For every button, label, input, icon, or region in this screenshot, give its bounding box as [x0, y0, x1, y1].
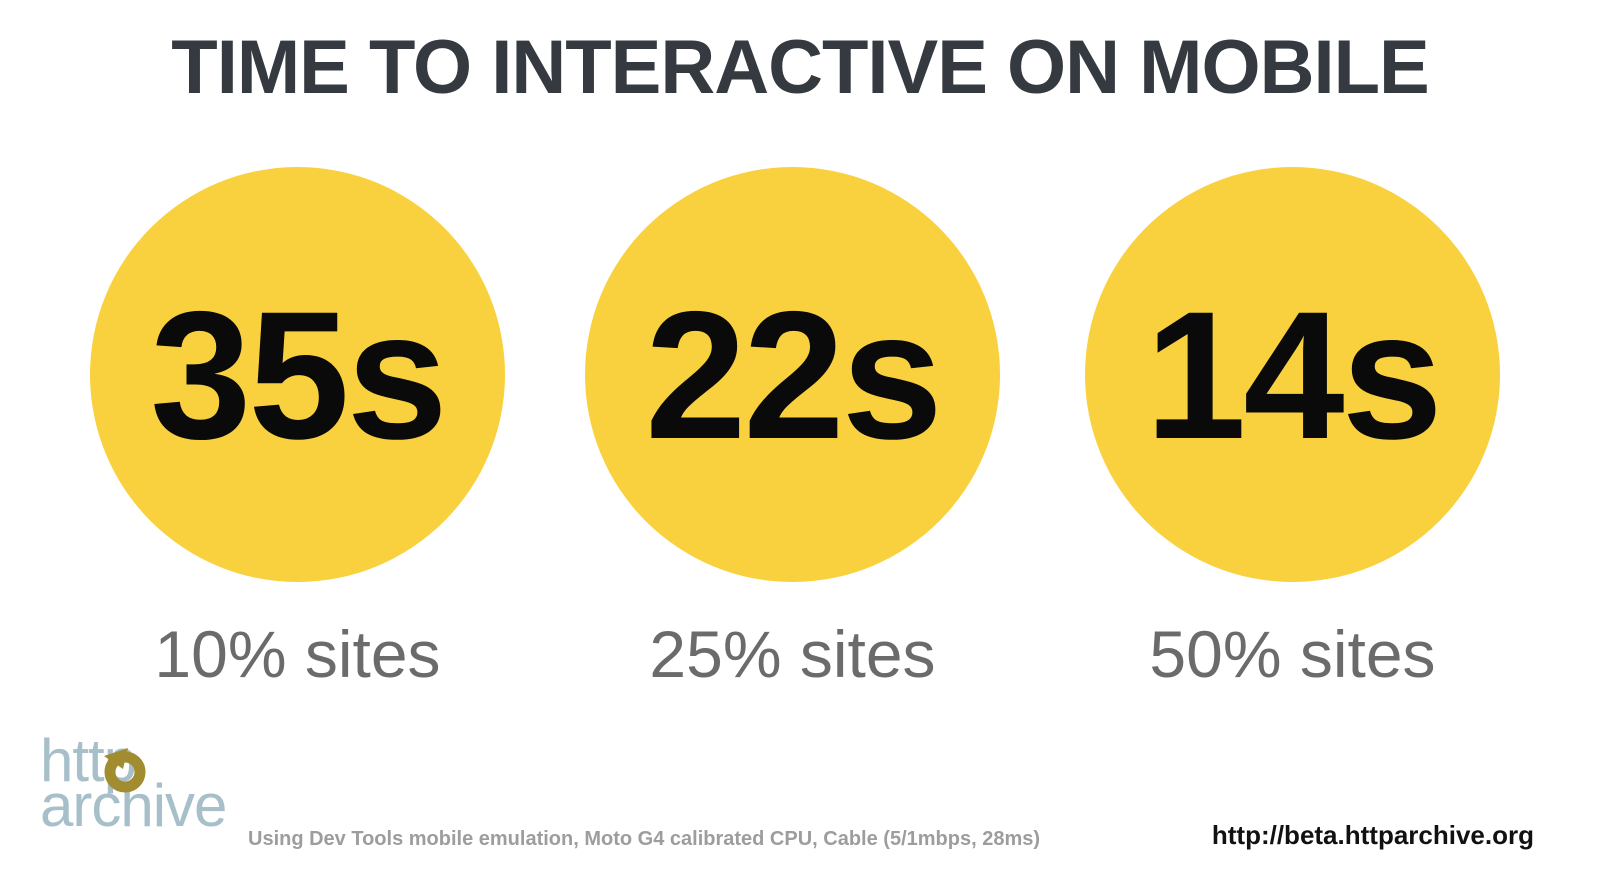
stat-value-25th: 22s: [645, 272, 943, 477]
methodology-note: Using Dev Tools mobile emulation, Moto G…: [248, 828, 1041, 850]
refresh-arrow-icon: [104, 748, 146, 793]
stat-50th-percentile: 14s 50% sites: [1085, 167, 1500, 692]
stat-value-10th: 35s: [150, 272, 448, 477]
stat-circle-25th: 22s: [585, 167, 1000, 582]
stat-value-50th: 14s: [1145, 272, 1443, 477]
httparchive-logo: http archive: [40, 731, 280, 836]
stat-circle-10th: 35s: [90, 167, 505, 582]
stat-10th-percentile: 35s 10% sites: [90, 167, 505, 692]
stat-circle-50th: 14s: [1085, 167, 1500, 582]
stat-label-50th: 50% sites: [1149, 617, 1436, 691]
stat-label-25th: 25% sites: [649, 617, 936, 691]
stat-label-10th: 10% sites: [154, 617, 441, 691]
site-url: http://beta.httparchive.org: [1211, 820, 1534, 850]
stat-25th-percentile: 22s 25% sites: [585, 167, 1000, 692]
slide-title: TIME TO INTERACTIVE ON MOBILE: [171, 25, 1429, 110]
